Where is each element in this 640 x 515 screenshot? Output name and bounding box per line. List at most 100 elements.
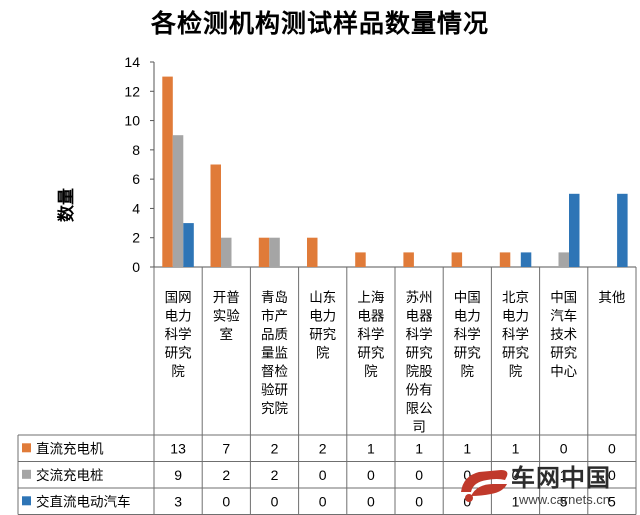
bar [499,252,511,267]
bar [307,237,318,267]
bar [210,164,221,267]
data-label: 2 [222,467,230,483]
x-category-label: 研究 [406,346,433,362]
data-label: 0 [367,467,375,483]
data-label: 7 [222,440,230,456]
data-label: 0 [608,440,616,456]
x-category-label: 其他 [598,290,625,306]
x-category-label: 司 [412,420,426,436]
bar [403,252,414,267]
data-label: 9 [174,467,182,483]
data-label: 0 [560,440,568,456]
x-category-label: 院 [461,364,475,380]
bar [269,237,280,267]
bar [221,237,232,267]
data-label: 1 [512,440,520,456]
watermark-url: www.carnets.cn [519,492,611,507]
x-category-label: 研究 [550,346,577,362]
y-tick-label: 0 [132,259,140,275]
bar [617,193,628,267]
data-label: 0 [463,467,471,483]
data-label: 0 [319,467,327,483]
watermark-logo: 车网中国 www.carnets.cn [455,456,640,515]
data-label: 1 [512,493,520,509]
data-label: 3 [174,493,182,509]
bar [451,252,463,267]
legend-swatch [22,469,31,479]
data-label: 1 [560,467,568,483]
bar [162,76,173,267]
x-category-label: 中国 [550,290,577,306]
bar [520,252,532,267]
x-category-label: 中心 [550,364,577,380]
x-category-label: 科学 [357,327,384,343]
x-category-label: 研究 [502,346,529,362]
data-label: 0 [608,467,616,483]
x-category-label: 中国 [454,290,481,306]
data-label: 0 [319,493,327,509]
x-category-label: 科学 [165,327,192,343]
x-category-label: 青岛 [261,290,288,306]
x-category-label: 研究 [165,346,192,362]
x-category-label: 苏州 [406,290,433,306]
y-tick-label: 10 [124,113,140,129]
x-category-label: 市产 [261,308,288,325]
x-category-label: 国网 [165,290,192,306]
data-label: 2 [271,467,279,483]
y-tick-label: 12 [124,83,140,99]
y-axis-title: 数量 [56,188,77,222]
data-label: 0 [415,493,423,509]
x-category-label: 究院 [261,401,288,417]
x-category-label: 研究 [454,346,481,362]
legend-label: 直流充电机 [36,441,104,457]
bar [183,223,194,267]
x-category-label: 院 [364,364,378,380]
x-category-label: 科学 [406,327,433,343]
data-label: 2 [271,440,279,456]
x-category-label: 院股 [406,364,433,380]
x-category-label: 份有 [406,383,433,399]
x-category-label: 山东 [309,290,336,306]
data-label: 0 [222,493,230,509]
legend-label: 交流充电桩 [36,467,104,484]
bar [558,252,569,267]
x-category-label: 电器 [357,309,384,325]
x-category-label: 电力 [309,309,336,325]
data-label: 1 [367,440,375,456]
x-category-label: 汽车 [550,308,577,325]
x-category-label: 研究 [357,346,384,362]
data-label: 0 [367,493,375,509]
legend-swatch [22,496,31,506]
x-category-label: 电力 [502,309,529,325]
y-tick-label: 6 [132,171,140,187]
data-label: 2 [319,440,327,456]
data-label: 13 [170,440,186,456]
y-tick-label: 8 [132,142,140,158]
data-label: 0 [512,467,520,483]
x-category-label: 院 [509,364,523,380]
x-category-label: 北京 [502,290,529,306]
x-category-label: 督检 [261,364,288,380]
x-category-label: 电力 [165,309,192,325]
data-label: 1 [463,440,471,456]
x-category-label: 科学 [454,327,481,343]
y-tick-label: 4 [132,200,140,216]
data-label: 0 [415,467,423,483]
x-category-label: 限公 [406,401,433,417]
bar [569,193,580,267]
watermark-name: 车网中国 [511,464,611,492]
data-label: 5 [608,493,616,509]
legend-swatch [22,443,31,453]
x-category-label: 量监 [261,346,288,362]
x-category-label: 电器 [406,309,433,325]
y-tick-label: 2 [132,230,140,246]
x-category-label: 品质 [261,327,288,343]
x-category-label: 上海 [357,290,384,306]
chart-title: 各检测机构测试样品数量情况 [150,9,489,38]
bar [172,135,184,267]
data-label: 5 [560,493,568,509]
data-label: 1 [415,440,423,456]
y-tick-label: 14 [124,54,140,70]
